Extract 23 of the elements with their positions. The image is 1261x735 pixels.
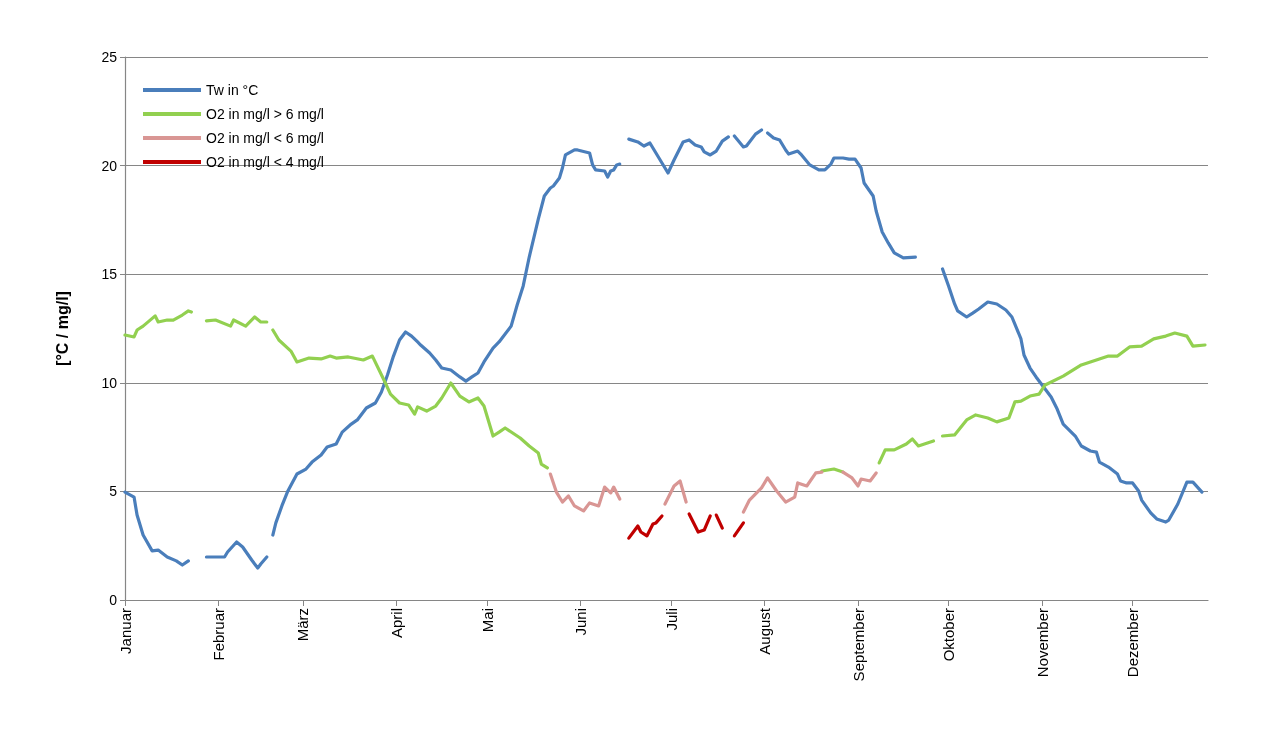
x-tick-label: November <box>1033 608 1051 678</box>
x-tick-label: Februar <box>210 608 228 661</box>
y-tick-label: 25 <box>101 49 118 65</box>
x-tick-label: Juni <box>572 608 590 636</box>
x-tick-label: Juli <box>662 608 680 631</box>
y-tick-label: 0 <box>109 592 118 608</box>
x-tick-label: August <box>756 607 774 655</box>
x-tick-label: Mai <box>478 608 496 633</box>
legend-label: Tw in °C <box>206 82 259 98</box>
legend-label: O2 in mg/l < 6 mg/l <box>206 130 324 146</box>
x-tick-label: Oktober <box>940 608 958 662</box>
x-tick-label: September <box>849 608 867 682</box>
y-axis-title: [°C / mg/l] <box>53 291 71 366</box>
y-tick-label: 10 <box>101 374 118 391</box>
y-tick-label: 5 <box>109 483 118 500</box>
y-tick-label: 15 <box>101 266 118 283</box>
y-tick-label: 20 <box>101 157 118 174</box>
x-tick-label: Dezember <box>1124 608 1142 678</box>
legend-label: O2 in mg/l < 4 mg/l <box>206 154 324 170</box>
x-tick-label: April <box>388 608 405 639</box>
legend-label: O2 in mg/l > 6 mg/l <box>206 106 324 122</box>
x-tick-label: März <box>294 608 312 642</box>
x-tick-label: Januar <box>116 608 134 654</box>
